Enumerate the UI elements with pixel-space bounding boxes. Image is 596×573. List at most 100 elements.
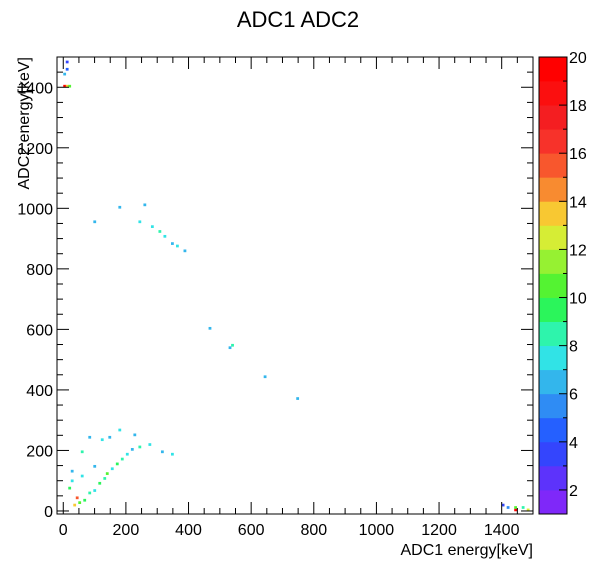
heatmap-cell <box>110 467 114 471</box>
heatmap-cell <box>228 346 232 350</box>
color-scale-band <box>539 393 567 419</box>
color-scale-band <box>539 369 567 395</box>
heatmap-cell <box>80 450 84 454</box>
heatmap-cell <box>160 450 164 454</box>
heatmap-cell <box>163 234 167 238</box>
color-scale-band <box>539 225 567 250</box>
color-scale-band <box>539 249 567 274</box>
color-scale-band <box>539 465 567 491</box>
color-scale-band <box>539 273 567 298</box>
color-scale-band <box>539 105 567 130</box>
heatmap-cell <box>526 508 530 512</box>
z-tick-label: 12 <box>569 242 587 259</box>
heatmap-cell <box>170 242 174 245</box>
heatmap-cell <box>88 491 92 495</box>
heatmap-cell <box>65 84 69 88</box>
x-tick-label: 0 <box>59 522 68 539</box>
color-scale-frame <box>538 56 568 515</box>
color-scale-band <box>539 57 567 82</box>
heatmap-cell <box>118 205 122 209</box>
color-scale-band <box>539 81 567 106</box>
heatmap-cell <box>80 474 84 478</box>
x-tick-label: 600 <box>238 522 265 539</box>
heatmap-cell <box>514 506 518 509</box>
heatmap-cell <box>105 472 109 475</box>
heatmap-cell <box>130 448 134 451</box>
y-tick-label: 400 <box>26 383 53 400</box>
heatmap-cell <box>143 203 147 207</box>
heatmap-cell <box>506 506 510 509</box>
heatmap-cell <box>70 469 74 473</box>
color-scale-band <box>539 489 567 515</box>
color-scale-band <box>539 177 567 202</box>
color-scale-band <box>539 417 567 443</box>
heatmap-cell <box>78 501 82 505</box>
z-tick-label: 8 <box>569 339 578 356</box>
axis-ticks: 0 200 400 600 800 1000 1200 1400 0 200 400 600 800 10… <box>17 56 534 539</box>
x-tick-label: 1000 <box>359 522 395 539</box>
plot-frame <box>56 56 534 515</box>
heatmap-cell <box>93 489 97 492</box>
heatmap-cell <box>65 67 69 71</box>
heatmap-cell <box>158 230 162 233</box>
heatmap-cell <box>63 72 67 76</box>
heatmap-cell <box>100 438 104 442</box>
y-axis-title: ADC2 energy[keV] <box>16 57 33 190</box>
color-scale-band <box>539 153 567 178</box>
heatmap-cell <box>65 60 69 64</box>
z-tick-label: 6 <box>569 387 578 404</box>
heatmap-cell <box>208 326 212 330</box>
heatmap-cell <box>170 452 174 456</box>
z-tick-label: 16 <box>569 146 587 163</box>
heatmap-cell <box>63 84 67 88</box>
heatmap-cell <box>83 498 87 502</box>
color-scale-band <box>539 321 567 347</box>
x-axis-title: ADC1 energy[keV] <box>400 542 533 559</box>
heatmap-cell <box>263 375 267 379</box>
y-tick-label: 0 <box>44 504 53 521</box>
heatmap-cell <box>98 481 102 485</box>
color-scale-band <box>539 201 567 226</box>
heatmap-cell <box>183 249 187 253</box>
z-tick-label: 4 <box>569 435 578 452</box>
heatmap-cell <box>133 433 137 437</box>
x-tick-label: 1400 <box>484 522 520 539</box>
x-tick-label: 800 <box>300 522 327 539</box>
heatmap-cell <box>138 445 142 449</box>
x-tick-label: 400 <box>175 522 202 539</box>
heatmap-cell <box>68 84 72 88</box>
z-tick-label: 10 <box>569 291 587 308</box>
heatmap-cell <box>521 506 525 509</box>
heatmap-cell <box>93 220 97 224</box>
y-tick-label: 1000 <box>17 201 53 218</box>
z-tick-label: 20 <box>569 50 587 67</box>
x-tick-label: 200 <box>113 522 140 539</box>
heatmap-cell <box>118 428 122 432</box>
heatmap-cell <box>108 435 112 439</box>
y-tick-label: 1400 <box>17 80 53 97</box>
heatmap-cell <box>514 508 518 512</box>
color-scale-band <box>539 129 567 154</box>
y-tick-label: 600 <box>26 322 53 339</box>
heatmap-cell <box>148 443 152 446</box>
heatmap-cell <box>138 220 142 224</box>
heatmap-cells <box>63 60 530 512</box>
heatmap-cell <box>88 435 92 439</box>
y-tick-label: 1200 <box>17 141 53 158</box>
heatmap-cell <box>70 479 74 483</box>
heatmap-cell <box>120 457 124 461</box>
heatmap-cell <box>150 225 154 228</box>
z-tick-label: 2 <box>569 483 578 500</box>
heatmap-cell <box>103 477 107 480</box>
y-tick-label: 800 <box>26 262 53 279</box>
y-tick-label: 200 <box>26 443 53 460</box>
heatmap-cell <box>68 486 72 490</box>
heatmap-cell <box>115 462 119 466</box>
color-scale-band <box>539 297 567 322</box>
color-scale: 2 4 6 8 10 12 14 16 18 20 <box>539 50 587 515</box>
color-scale-band <box>539 345 567 371</box>
heatmap-cell <box>231 343 234 347</box>
heatmap-cell <box>125 452 129 456</box>
color-scale-band <box>539 441 567 467</box>
plot-background <box>57 57 533 514</box>
